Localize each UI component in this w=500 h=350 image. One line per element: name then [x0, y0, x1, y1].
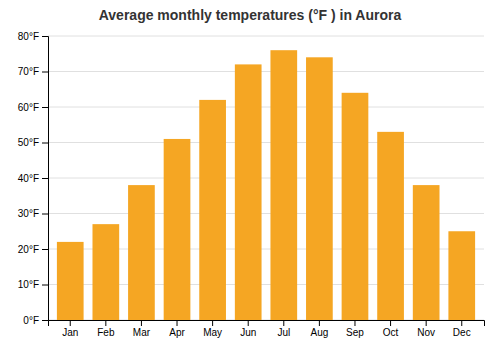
tick-label: 30°F [18, 208, 39, 219]
tick-label: 40°F [18, 173, 39, 184]
tick-label: 80°F [18, 31, 39, 42]
bar [448, 231, 475, 320]
tick-label: Mar [133, 327, 151, 338]
tick: Dec [453, 320, 471, 338]
tick: Oct [383, 320, 399, 338]
bar [342, 93, 369, 320]
tick: Mar [133, 320, 151, 338]
tick: Jun [240, 320, 256, 338]
tick-label: May [203, 327, 222, 338]
tick-mark [177, 320, 178, 326]
bar [377, 132, 404, 320]
tick: 50°F [18, 137, 48, 148]
tick: 80°F [18, 31, 48, 42]
bar [413, 185, 440, 320]
tick-label: 10°F [18, 279, 39, 290]
chart: Average monthly temperatures (°F ) in Au… [0, 0, 500, 350]
tick-label: 50°F [18, 137, 39, 148]
tick-mark [42, 143, 48, 144]
bar [306, 57, 333, 320]
tick-mark [390, 320, 391, 326]
tick-mark [248, 320, 249, 326]
x-axis: Jan Feb Mar Apr May Jun Jul Aug Sep Oct Nov Dec [49, 320, 485, 338]
tick-label: Sep [346, 327, 364, 338]
bar [270, 50, 297, 320]
tick-label: 70°F [18, 66, 39, 77]
tick-mark [283, 320, 284, 326]
tick-mark [42, 107, 48, 108]
tick: May [203, 320, 222, 338]
bars [57, 50, 475, 320]
tick: 70°F [18, 66, 48, 77]
bar [128, 185, 155, 320]
tick: Feb [97, 320, 115, 338]
tick: Aug [310, 320, 328, 338]
tick-mark [42, 178, 48, 179]
tick: 30°F [18, 208, 48, 219]
tick: 0°F [23, 315, 48, 326]
tick: 60°F [18, 102, 48, 113]
grid-line [48, 107, 484, 108]
tick: Jan [62, 320, 78, 338]
axis-line [49, 321, 485, 327]
y-axis: 0°F 10°F 20°F 30°F 40°F 50°F 60°F 70°F 80°F [18, 31, 49, 326]
tick-mark [42, 36, 48, 37]
tick: Jul [277, 320, 290, 338]
bar [235, 64, 262, 320]
bar [164, 139, 191, 320]
grid-line [48, 71, 484, 72]
tick-mark [212, 320, 213, 326]
tick-label: Jul [277, 327, 290, 338]
tick-label: Jan [62, 327, 78, 338]
tick: 20°F [18, 244, 48, 255]
tick-mark [42, 320, 48, 321]
tick: Sep [346, 320, 364, 338]
title: Average monthly temperatures (°F ) in Au… [99, 7, 402, 23]
plot: 0°F 10°F 20°F 30°F 40°F 50°F 60°F 70°F 80°F Jan Fe… [18, 31, 485, 338]
tick-label: 20°F [18, 244, 39, 255]
grid-line [48, 36, 484, 37]
tick-label: Aug [310, 327, 328, 338]
tick-label: Dec [453, 327, 471, 338]
tick-mark [354, 320, 355, 326]
tick-mark [141, 320, 142, 326]
tick-label: 60°F [18, 102, 39, 113]
tick-mark [42, 214, 48, 215]
axis-line [42, 37, 49, 321]
tick-mark [42, 72, 48, 73]
tick-mark [105, 320, 106, 326]
tick-label: Apr [169, 327, 185, 338]
tick-label: Jun [240, 327, 256, 338]
tick-mark [42, 249, 48, 250]
tick-label: Feb [97, 327, 115, 338]
bar [199, 100, 226, 320]
tick-mark [461, 320, 462, 326]
tick: Apr [169, 320, 185, 338]
bar [92, 224, 119, 320]
tick-mark [426, 320, 427, 326]
grid [48, 36, 484, 320]
tick-label: Nov [417, 327, 435, 338]
tick-mark [70, 320, 71, 326]
tick-mark [319, 320, 320, 326]
tick-label: 0°F [23, 315, 39, 326]
tick: Nov [417, 320, 435, 338]
bar [57, 242, 84, 320]
tick-mark [42, 285, 48, 286]
grid-line [48, 178, 484, 179]
tick-label: Oct [383, 327, 399, 338]
grid-line [48, 142, 484, 143]
tick: 40°F [18, 173, 48, 184]
tick: 10°F [18, 279, 48, 290]
